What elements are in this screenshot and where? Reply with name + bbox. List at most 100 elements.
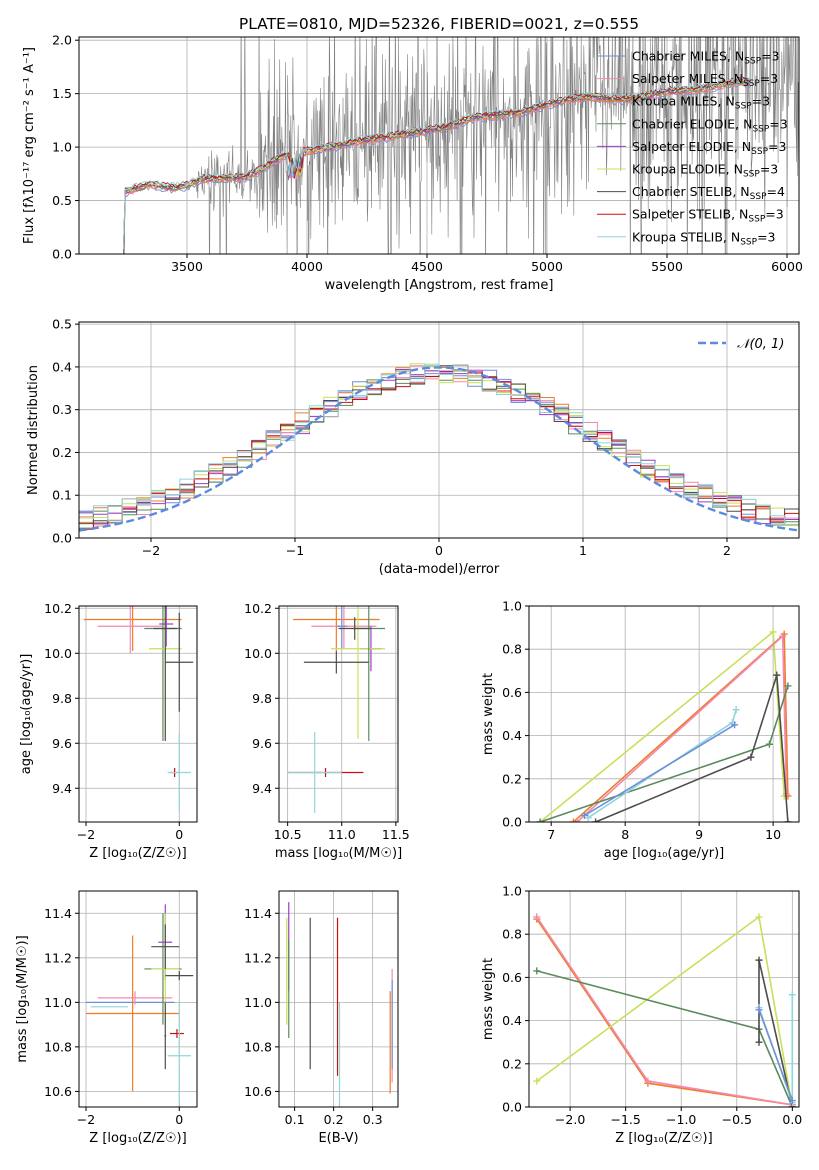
series-point (755, 1038, 763, 1046)
series-point (536, 818, 544, 822)
x-axis-label: Z [log₁₀(Z/Z☉)] (89, 846, 186, 861)
x-tick-label: 9 (695, 827, 703, 842)
series-line (595, 674, 789, 822)
y-tick-label: 2.0 (52, 33, 72, 48)
series-point (580, 812, 588, 820)
y-tick-label: 9.8 (252, 691, 272, 706)
series-point (769, 628, 777, 636)
legend-entry-normal: 𝒩(0, 1) (737, 337, 784, 352)
y-tick-label: 10.0 (44, 646, 72, 661)
series-point (779, 632, 787, 640)
series-point (533, 967, 541, 975)
x-tick-label: −2 (77, 827, 95, 842)
panel-age_vs_mass: 10.5 11.0 11.5 9.4 9.6 9.8 10.0 10.2 mass [log₁₀… (244, 601, 410, 861)
series-point (569, 818, 577, 822)
errorbar-kroupa_miles (85, 935, 180, 1092)
y-tick-label: 0.0 (502, 815, 522, 830)
y-tick-label: 11.2 (244, 950, 272, 965)
y-axis-label: age [log₁₀(age/yr)] (19, 654, 34, 775)
y-tick-label: 0.0 (52, 247, 72, 262)
grid-age_vs_Z (79, 606, 197, 822)
series-line (576, 634, 788, 822)
histogram-kroupa_stelib (79, 363, 799, 525)
y-tick-label: 10.6 (244, 1084, 272, 1099)
panel-residuals: −2 −1 0 1 2 0.0 0.1 0.2 0.3 0.4 0.5 (data-model)/er… (26, 317, 800, 577)
legend-entry-chabrier_elodie: Chabrier ELODIE, NSSP=3 (632, 116, 788, 134)
y-tick-label: 0.5 (52, 317, 72, 332)
series-kroupa_elodie (536, 628, 788, 822)
y-tick-label: 0.8 (502, 642, 522, 657)
series-chabrier_miles (580, 721, 739, 820)
x-tick-label: 8 (621, 827, 629, 842)
legend-entry-kroupa_stelib: Kroupa STELIB, NSSP=3 (632, 229, 776, 247)
plot-area-residuals (79, 363, 799, 532)
errorbar-kroupa_stelib (287, 732, 342, 813)
x-tick-label: 1 (579, 543, 587, 558)
x-tick-label: 0.0 (782, 1112, 802, 1127)
x-axis-label: Z [log₁₀(Z/Z☉)] (615, 1131, 712, 1146)
y-tick-label: 1.5 (52, 86, 72, 101)
legend-entry-salpeter_elodie: Salpeter ELODIE, NSSP=3 (632, 139, 786, 157)
panel-mass_weight_vs_age: 7 8 9 10 0.0 0.2 0.4 0.6 0.8 1.0 age [log₁₀(age/yr… (481, 599, 800, 861)
errorbar-kroupa_stelib (167, 1002, 191, 1107)
series-line (758, 1009, 794, 1101)
errorbar-kroupa_miles (83, 606, 182, 651)
panel-mass_weight_vs_Z: −2.0 −1.5 −1.0 −0.5 0.0 0.0 0.2 0.4 0.6 0.8 1.0 Z [… (481, 884, 802, 1147)
series-point (788, 1097, 796, 1105)
axes-frame (528, 890, 800, 1108)
series-point (644, 1077, 652, 1085)
series-chabrier_stelib (592, 671, 792, 822)
x-tick-label: 4500 (411, 259, 443, 274)
x-tick-label: 4000 (291, 259, 323, 274)
x-tick-label: 10.5 (274, 827, 302, 842)
errorbar-salpeter_miles (97, 606, 163, 654)
x-tick-label: −2 (77, 1112, 95, 1127)
plot-area-age_vs_mass (287, 606, 386, 813)
x-axis-label: (data-model)/error (379, 562, 500, 577)
legend-entry-chabrier_stelib: Chabrier STELIB, NSSP=4 (632, 184, 785, 202)
errorbar-salpeter_stelib (169, 1029, 184, 1038)
x-tick-label: 2 (723, 543, 731, 558)
y-tick-label: 0.2 (502, 1056, 522, 1071)
series-point (573, 818, 581, 822)
plot-area-spectrum (110, 37, 799, 254)
errorbar-chabrier_stelib (151, 924, 180, 969)
x-tick-label: 7 (547, 827, 555, 842)
y-tick-label: 10.8 (44, 1039, 72, 1054)
axes-frame (278, 605, 399, 823)
x-tick-label: −0.5 (722, 1112, 752, 1127)
legend-entry-kroupa_miles: Kroupa MILES, NSSP=3 (632, 94, 770, 112)
errorbar-kroupa_elodie (330, 606, 386, 739)
y-tick-label: 10.6 (44, 1084, 72, 1099)
series-point (784, 682, 792, 690)
series-point (533, 1077, 541, 1085)
series-chabrier_elodie (533, 967, 796, 1107)
axes-frame (78, 605, 198, 823)
series-line (536, 915, 794, 1107)
series-point (592, 818, 600, 822)
x-tick-label: 10 (765, 827, 781, 842)
x-axis-label: wavelength [Angstrom, rest frame] (325, 278, 554, 293)
y-tick-label: 0.2 (502, 771, 522, 786)
y-tick-label: 0.0 (52, 531, 72, 546)
series-line (536, 916, 793, 1106)
series-point (765, 740, 773, 748)
series-point (788, 991, 796, 999)
errorbar-chabrier_miles (336, 606, 348, 649)
errorbar-salpeter_elodie (159, 606, 174, 647)
series-point (755, 956, 763, 964)
errorbar-salpeter_miles (97, 991, 173, 1005)
x-tick-label: 0.3 (363, 1112, 383, 1127)
series-line (536, 970, 794, 1107)
errorbar-kroupa_miles (293, 606, 380, 651)
errorbar-chabrier_stelib (153, 606, 177, 741)
series-kroupa_miles (533, 915, 796, 1107)
y-tick-label: 9.4 (252, 781, 272, 796)
y-axis-label: mass weight (481, 673, 496, 755)
y-tick-label: 0.0 (502, 1100, 522, 1115)
y-axis-label: Normed distribution (26, 365, 41, 495)
x-tick-label: 6000 (771, 259, 803, 274)
x-tick-label: 5000 (531, 259, 563, 274)
y-axis-label: mass [log₁₀(M/M☉)] (15, 935, 30, 1062)
x-tick-label: 11.0 (328, 827, 356, 842)
